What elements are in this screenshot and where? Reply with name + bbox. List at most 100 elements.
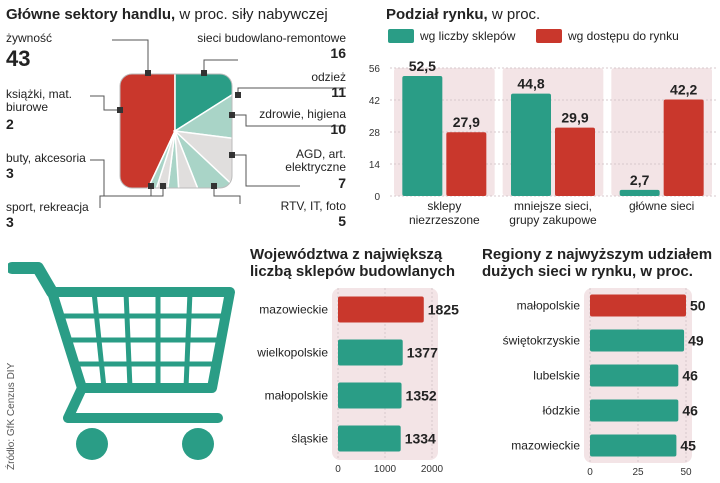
pie-value-zywnosc: 43 <box>6 46 31 71</box>
pie-leader-line <box>99 186 164 208</box>
pie-slice <box>172 76 232 145</box>
pie-leader-marker <box>201 70 207 76</box>
bar-category-label: łódzkie <box>543 404 581 418</box>
pie-value-sieci: 16 <box>330 45 346 61</box>
bar-mark <box>590 434 677 457</box>
bar-category-label: wielkopolskie <box>256 346 328 360</box>
x-category-label: główne sieci <box>629 199 694 213</box>
pie-slice <box>174 130 213 188</box>
bar-mark <box>590 364 679 387</box>
pie-slice <box>172 129 232 188</box>
pie-leader-marker <box>145 70 151 76</box>
bar-mark <box>590 294 686 317</box>
bar-category-label: świętokrzyskie <box>503 334 581 348</box>
pie-value-odziez: 11 <box>331 84 346 100</box>
bar-category-label: śląskie <box>291 432 328 446</box>
bar-value-label: 1352 <box>406 388 437 404</box>
shopping-cart-icon <box>8 262 235 460</box>
bar-category-label: mazowieckie <box>511 439 580 453</box>
bar-category-label: małopolskie <box>517 299 581 313</box>
pie-leader-marker <box>160 183 166 189</box>
voiv-chart-title: Województwa z największą liczbą sklepów … <box>250 246 456 280</box>
pie-leader-marker <box>117 107 123 113</box>
pie-value-zdrowie: 10 <box>330 121 346 137</box>
pie-slice <box>161 130 183 188</box>
pie-chart <box>90 39 346 208</box>
bar-mark <box>338 339 403 366</box>
bar-mark <box>590 399 679 422</box>
pie-leader-line <box>213 186 241 204</box>
bar-value-label: 50 <box>690 298 706 314</box>
x-tick-label: 2000 <box>421 464 444 475</box>
bar-mark <box>619 189 660 196</box>
bar-value-label: 29,9 <box>561 110 588 126</box>
bar-mark <box>511 93 551 196</box>
x-category-label: mniejsze sieci, <box>514 199 592 213</box>
pie-slice <box>120 74 176 188</box>
bar-mark <box>555 127 595 196</box>
legend-swatch-red <box>536 29 562 43</box>
legend-label-sklepy: wg liczby sklepów <box>420 29 516 43</box>
pie-label-sport: sport, rekreacja <box>6 200 89 214</box>
bar-category-label: mazowieckie <box>259 303 328 317</box>
x-tick-label: 0 <box>587 467 593 478</box>
pie-label-zywnosc: żywność <box>6 31 53 45</box>
bar-value-label: 46 <box>682 368 698 384</box>
x-tick-label: 25 <box>632 467 644 478</box>
pie-label-zdrowie: zdrowie, higiena <box>259 107 346 121</box>
bar-value-label: 1825 <box>428 302 459 318</box>
pie-leader-marker <box>235 92 241 98</box>
bar-value-label: 27,9 <box>453 114 480 130</box>
pie-label-odziez: odzież <box>311 70 346 84</box>
y-tick-label: 42 <box>369 96 381 107</box>
bar-mark <box>338 296 424 323</box>
pie-slice <box>174 130 232 188</box>
bar-value-label: 1377 <box>407 345 438 361</box>
pie-leader-marker <box>211 183 217 189</box>
pie-leader-line <box>112 39 149 73</box>
voivodeship-chart: 0 1000 2000 mazowieckie 1825 wielkopolskie 137… <box>256 288 459 475</box>
bar-value-label: 52,5 <box>409 58 436 74</box>
bar-value-label: 46 <box>682 403 698 419</box>
bar-chart-title: Podział rynku, w proc. <box>386 6 541 23</box>
regions-chart-title: Regiony z najwyższym udziałem dużych sie… <box>482 246 713 280</box>
pie-label-rtv: RTV, IT, foto <box>280 199 346 213</box>
bar-category-label: małopolskie <box>265 389 329 403</box>
pie-value-ksiazki: 2 <box>6 116 14 132</box>
bar-mark <box>402 76 443 196</box>
x-category-label: sklepy <box>427 199 461 213</box>
bar-value-label: 49 <box>688 333 704 349</box>
bar-mark <box>663 99 704 196</box>
bar-mark <box>338 425 401 452</box>
pie-value-rtv: 5 <box>338 213 346 229</box>
y-tick-label: 14 <box>369 160 381 171</box>
pie-leader-line <box>232 114 346 127</box>
pie-label-buty: buty, akcesoria <box>6 151 86 165</box>
pie-chart-title: Główne sektory handlu, w proc. siły naby… <box>6 6 328 23</box>
x-tick-label: 1000 <box>374 464 397 475</box>
pie-slice <box>131 130 176 188</box>
y-tick-label: 28 <box>369 128 381 139</box>
legend-swatch-teal <box>388 29 414 43</box>
bar-value-label: 2,7 <box>630 172 650 188</box>
regions-chart: 0 25 50 małopolskie 50 świętokrzyskie 49 lubels… <box>503 288 706 478</box>
bar-value-label: 42,2 <box>670 82 697 98</box>
bar-mark <box>590 329 685 352</box>
legend-label-dostep: wg dostępu do rynku <box>568 29 679 43</box>
pie-label-agd: AGD, art. elektryczne <box>285 147 346 174</box>
y-tick-label: 56 <box>369 64 381 75</box>
bar-mark <box>338 382 402 409</box>
bar-value-label: 45 <box>680 438 696 454</box>
pie-value-sport: 3 <box>6 214 14 230</box>
pie-label-ksiazki: książki, mat. biurowe <box>6 87 73 114</box>
bar-value-label: 44,8 <box>517 76 544 92</box>
x-category-label: niezrzeszone <box>409 213 480 227</box>
x-tick-label: 50 <box>680 467 692 478</box>
pie-value-buty: 3 <box>6 165 14 181</box>
bar-mark <box>446 132 487 196</box>
x-category-label: grupy zakupowe <box>509 213 597 227</box>
bar-value-label: 1334 <box>405 431 436 447</box>
bar-category-label: lubelskie <box>533 369 580 383</box>
pie-leader-marker <box>229 112 235 118</box>
